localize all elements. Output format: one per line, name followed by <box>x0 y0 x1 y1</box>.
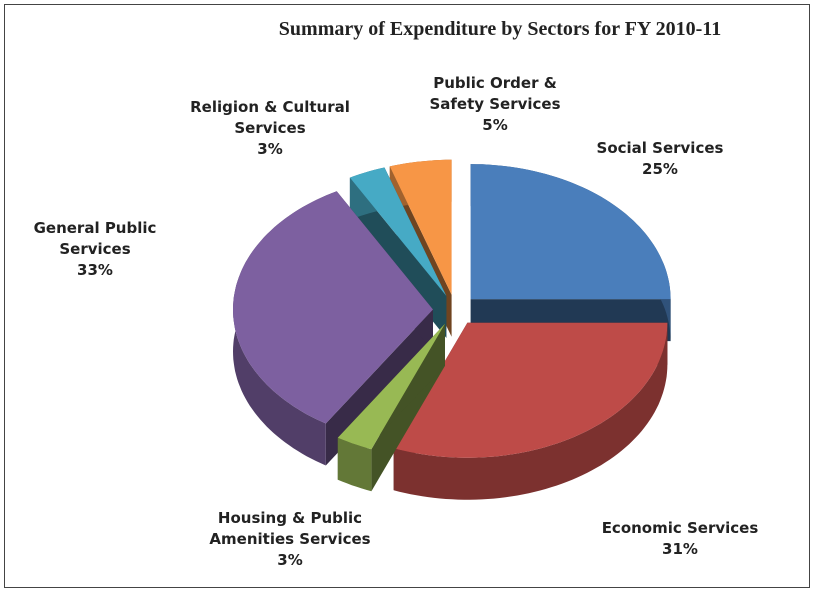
value-label: 33% <box>77 261 113 279</box>
category-label: Social Services <box>596 139 724 157</box>
category-label: Religion & Cultural Services <box>190 98 350 137</box>
category-label: General Public Services <box>33 219 157 258</box>
value-label: 3% <box>277 551 303 569</box>
data-label: Housing & Public Amenities Services 3% <box>190 508 390 571</box>
slice-top <box>337 323 445 450</box>
category-label: Housing & Public Amenities Services <box>209 509 371 548</box>
slice <box>470 164 671 342</box>
frame <box>4 4 810 588</box>
data-label: Economic Services 31% <box>585 518 775 560</box>
value-label: 25% <box>642 160 678 178</box>
slice-top <box>470 164 671 300</box>
value-label: 5% <box>482 116 508 134</box>
slice-top <box>349 167 447 296</box>
slice-top <box>393 322 668 458</box>
slice <box>337 323 445 492</box>
slice-wall <box>337 437 372 492</box>
slice-top <box>233 191 433 424</box>
data-label: General Public Services 33% <box>10 218 180 281</box>
category-label: Economic Services <box>601 519 759 537</box>
category-label: Public Order & Safety Services <box>429 74 561 113</box>
slice <box>393 322 668 500</box>
chart-title: Summary of Expenditure by Sectors for FY… <box>278 18 722 40</box>
value-label: 31% <box>662 540 698 558</box>
slice-wall <box>393 322 668 500</box>
slice-top <box>389 159 452 295</box>
data-label: Public Order & Safety Services 5% <box>410 73 580 136</box>
data-label: Religion & Cultural Services 3% <box>180 97 360 160</box>
data-label: Social Services 25% <box>570 138 750 180</box>
value-label: 3% <box>257 140 283 158</box>
